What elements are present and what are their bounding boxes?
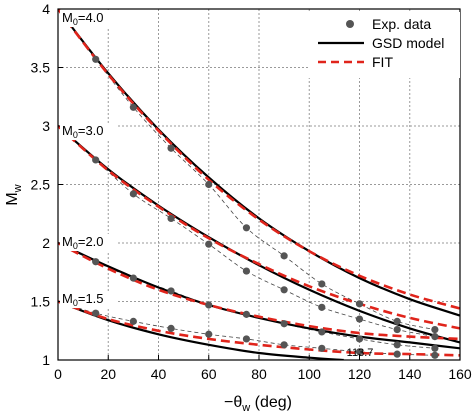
case-label-eq: =4.0 xyxy=(78,10,104,25)
x-axis-label-unit: (deg) xyxy=(250,394,292,411)
exp-data-point-m3-0 xyxy=(205,240,213,248)
legend-label-gsd: GSD model xyxy=(372,35,444,51)
case-label-bg xyxy=(60,291,118,308)
case-label-main: M xyxy=(62,123,73,138)
case-label-sub: 0 xyxy=(73,130,78,140)
exp-data-point-m2-0 xyxy=(393,341,401,349)
exp-data-point-m2-0 xyxy=(431,344,439,352)
exp-data-point-m2-0 xyxy=(280,320,288,328)
legend: Exp. data GSD model FIT xyxy=(308,12,460,78)
case-label-sub: 0 xyxy=(73,298,78,308)
exp-data-point-m1-5 xyxy=(242,335,251,343)
exp-data-point-m3-0 xyxy=(431,333,439,341)
exp-data-point-m1-5 xyxy=(92,309,100,317)
exp-data-point-m1-5 xyxy=(355,348,364,356)
exp-data-point-m3-0 xyxy=(167,214,175,223)
exp-data-point-m1-5 xyxy=(129,317,137,325)
legend-marker-exp xyxy=(346,20,354,28)
case-label-eq: =1.5 xyxy=(78,291,104,306)
tick-layer: 0 20 40 60 80 100 120 140 160 1 1.5 2 2.5 3 3.5 4 xyxy=(31,1,472,382)
exp-data-point-m2-0 xyxy=(167,287,175,295)
annotation-113-7: 113.7 xyxy=(347,347,374,359)
y-tick-label: 4 xyxy=(42,1,50,17)
case-label-main: M xyxy=(62,10,73,25)
case-label-bg xyxy=(60,234,118,251)
x-tick-label: 140 xyxy=(398,366,422,382)
exp-data-point-m4-0 xyxy=(355,300,364,308)
exp-data-point-m3-0 xyxy=(242,267,251,275)
case-label-m4-0: M0=4.0 xyxy=(62,10,104,27)
exp-data-point-m4-0 xyxy=(431,325,439,334)
x-tick-label: 100 xyxy=(298,366,322,382)
exp-data-point-m3-0 xyxy=(280,286,288,294)
x-axis-label-sub: w xyxy=(241,402,250,413)
exp-data-point-m4-0 xyxy=(92,55,100,63)
exp-data-point-m4-0 xyxy=(205,180,213,189)
case-label-sub: 0 xyxy=(73,17,78,27)
case-label-bg xyxy=(60,10,118,27)
exp-data-point-m4-0 xyxy=(242,224,251,232)
case-label-m1-5: M0=1.5 xyxy=(62,291,104,308)
exp-data-point-m2-0 xyxy=(129,274,137,282)
x-axis-label-main: −θ xyxy=(224,394,242,411)
fit-line-m4-0 xyxy=(58,9,460,310)
marker-layer xyxy=(92,55,439,359)
exp-data-point-m1-5 xyxy=(205,330,213,338)
legend-label-fit: FIT xyxy=(372,54,393,70)
exp-data-point-m4-0 xyxy=(318,280,326,288)
y-tick-label: 2.5 xyxy=(31,177,51,193)
exp-data-point-m1-5 xyxy=(431,351,439,359)
x-tick-label: 20 xyxy=(100,366,116,382)
x-axis-label: −θw (deg) xyxy=(224,394,292,413)
case-label-m3-0: M0=3.0 xyxy=(62,123,104,140)
exp-data-point-m4-0 xyxy=(167,144,175,152)
fit-line-m2-0 xyxy=(58,241,460,341)
y-axis-label: Mw xyxy=(4,184,24,205)
x-tick-label: 80 xyxy=(251,366,267,382)
exp-data-point-m2-0 xyxy=(242,310,251,318)
case-label-main: M xyxy=(62,291,73,306)
y-tick-label: 2 xyxy=(42,235,50,251)
fit-line-m3-0 xyxy=(58,125,460,330)
x-tick-label: 60 xyxy=(201,366,217,382)
y-tick-label: 1 xyxy=(42,352,50,368)
gsd-model-line-m1-5 xyxy=(58,300,344,360)
case-label-m2-0: M0=2.0 xyxy=(62,234,104,251)
exp-data-point-m1-5 xyxy=(280,341,288,349)
exp-data-point-m1-5 xyxy=(393,350,401,358)
case-label-eq: =2.0 xyxy=(78,234,104,249)
exp-data-point-m3-0 xyxy=(318,303,326,311)
case-label-main: M xyxy=(62,234,73,249)
exp-data-point-m1-5 xyxy=(318,344,326,352)
exp-data-point-m4-0 xyxy=(393,317,401,325)
exp-data-point-m4-0 xyxy=(280,252,288,260)
legend-background xyxy=(308,12,460,78)
plot-frame xyxy=(57,8,461,361)
legend-label-exp: Exp. data xyxy=(372,16,431,32)
exp-data-point-m1-5 xyxy=(167,324,175,333)
case-label-sub: 0 xyxy=(73,241,78,251)
x-tick-label: 40 xyxy=(151,366,167,382)
y-tick-label: 3 xyxy=(42,118,50,134)
exp-data-point-m3-0 xyxy=(129,190,137,198)
exp-data-point-m2-0 xyxy=(205,301,213,309)
x-tick-label: 120 xyxy=(348,366,372,382)
label-layer: M0=4.0M0=3.0M0=2.0M0=1.5 xyxy=(60,10,118,308)
x-tick-label: 160 xyxy=(448,366,472,382)
exp-data-point-m2-0 xyxy=(92,258,100,266)
y-tick-label: 3.5 xyxy=(31,60,51,76)
case-label-bg xyxy=(60,123,118,140)
exp-data-point-m2-0 xyxy=(318,328,326,336)
y-axis-label-main: M xyxy=(4,192,21,205)
exp-data-point-m3-0 xyxy=(355,315,364,323)
case-label-eq: =3.0 xyxy=(78,123,104,138)
exp-data-point-m3-0 xyxy=(92,156,100,164)
x-tick-label: 0 xyxy=(54,366,62,382)
exp-data-point-m4-0 xyxy=(129,103,137,111)
y-tick-label: 1.5 xyxy=(31,294,51,310)
y-axis-label-sub: w xyxy=(12,184,24,193)
exp-data-point-m2-0 xyxy=(355,335,364,343)
exp-data-point-m3-0 xyxy=(393,325,401,334)
